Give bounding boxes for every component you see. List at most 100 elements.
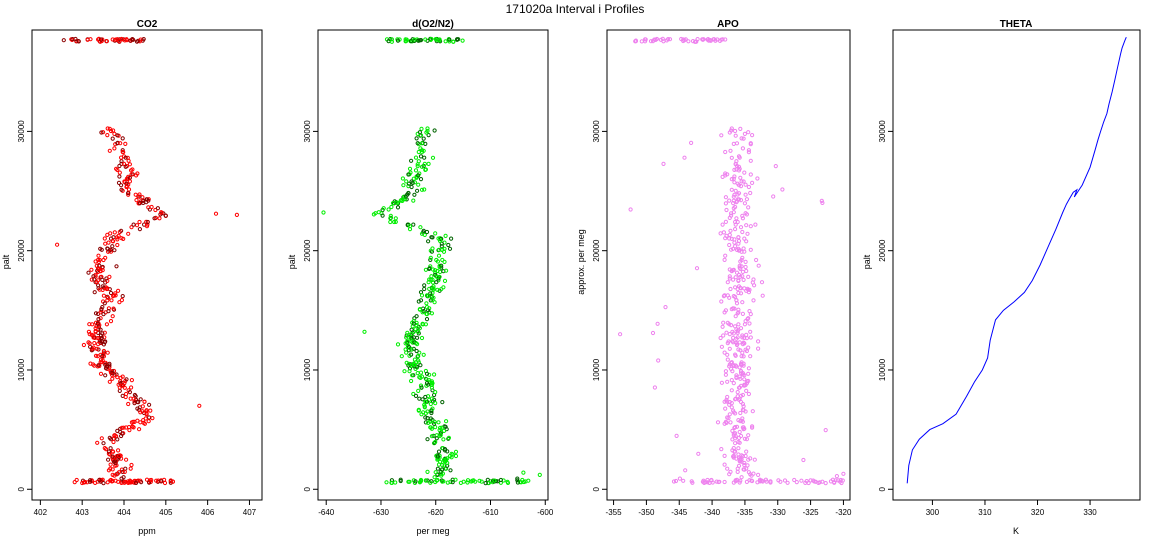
data-point [438,269,443,274]
data-point [812,479,817,484]
data-point [141,420,146,425]
data-point [416,173,421,178]
data-point [742,335,747,340]
data-point [728,286,733,292]
data-point [433,425,438,430]
data-point [742,170,747,175]
data-point [719,299,724,304]
data-point [722,399,727,404]
data-point [727,274,732,279]
data-point [744,388,749,393]
data-point [434,37,439,42]
data-point [90,322,95,327]
data-point [709,477,714,483]
data-point [428,480,433,485]
data-point [735,394,740,399]
data-point [433,390,438,395]
data-point [407,166,413,171]
data-point [736,290,741,296]
data-point [741,136,746,141]
data-point [733,285,738,290]
data-point [742,462,747,468]
data-point [447,246,453,251]
data-point [748,224,753,229]
data-point [733,219,738,225]
data-point [733,396,738,401]
data-point [136,478,141,483]
data-point [671,479,677,484]
data-point [393,480,398,485]
data-point [86,270,91,275]
data-point [740,146,746,151]
x-tick-label: -340 [704,508,721,517]
data-point [119,155,124,160]
data-point [423,267,428,272]
data-point [729,126,734,131]
data-point [213,211,219,216]
data-point [98,371,104,376]
data-point [723,195,729,200]
data-point [740,333,745,338]
data-point [739,363,744,368]
data-point [736,278,741,283]
data-point [756,263,761,268]
data-point [428,277,433,282]
data-point [423,37,428,42]
data-point [432,421,437,426]
data-point [96,363,101,368]
data-point [421,352,426,357]
data-point [743,264,748,270]
data-point [731,246,736,251]
data-point [400,176,405,181]
data-point [125,155,130,160]
data-point [742,286,747,291]
data-point [465,478,471,483]
data-point [110,314,115,319]
y-axis-label: approx. per meg [576,229,586,295]
data-point [418,370,424,375]
data-point [729,155,734,160]
data-point [736,435,742,440]
data-point [99,307,104,312]
page-title-text: 171020a Interval i Profiles [505,2,645,16]
data-point [799,478,804,483]
data-point [750,409,755,414]
data-point [731,433,736,438]
data-point [418,363,423,368]
data-point [431,284,436,289]
data-point [738,126,743,131]
data-point [729,388,734,393]
data-point [117,39,122,44]
data-point [123,394,128,400]
data-point [428,255,433,260]
data-point [138,397,143,402]
x-tick-label: 406 [201,508,215,517]
data-point [423,322,428,327]
data-point [744,437,750,442]
data-point [738,225,744,230]
data-point [720,324,725,329]
data-point [731,141,736,146]
theta-panel: THETA K palt 300 310 320 330 0 10000 20000 3000… [862,19,1141,536]
data-point [745,463,750,468]
data-point [715,420,721,425]
data-point [93,329,98,334]
data-point [416,299,421,304]
data-point [101,342,107,347]
data-point [419,141,425,146]
data-point [121,161,127,166]
data-point [412,192,417,197]
data-point [106,449,112,454]
data-point [392,219,397,225]
data-point [650,39,656,44]
data-point [111,128,116,133]
data-point [426,294,431,299]
data-point [735,469,740,474]
data-point [93,311,99,316]
data-point [746,205,751,210]
data-point [744,449,749,454]
data-point [780,187,785,192]
data-point [740,213,745,218]
data-point [756,339,761,344]
data-point [432,372,437,377]
